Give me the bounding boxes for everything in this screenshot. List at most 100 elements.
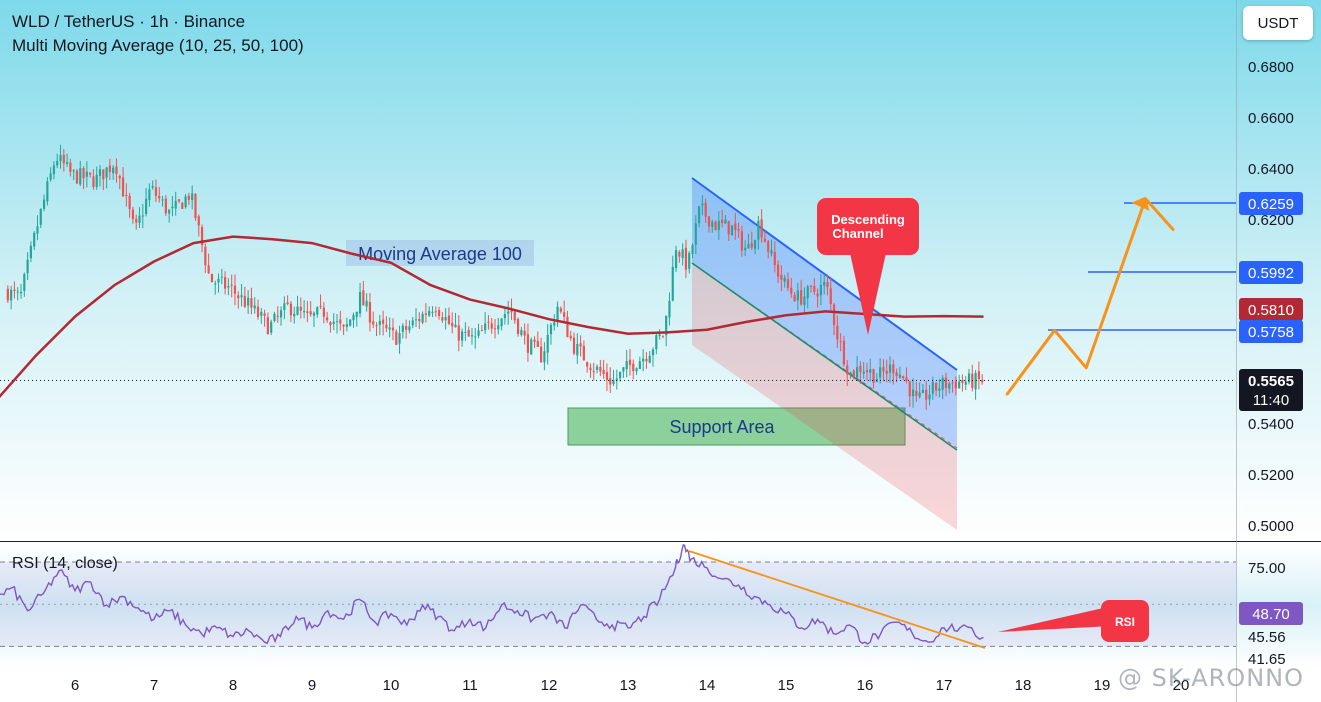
candle: [849, 371, 852, 379]
candle: [378, 314, 381, 336]
candle: [780, 265, 783, 292]
candle-body: [981, 379, 984, 383]
candle-body: [826, 282, 829, 288]
candle: [355, 311, 358, 327]
candle-body: [23, 273, 26, 291]
candle-body: [447, 315, 451, 324]
channel-callout-pointer: [850, 253, 886, 335]
candle: [217, 273, 220, 293]
candle-body: [283, 303, 286, 311]
candle: [721, 209, 724, 228]
price-badge-target-2-text: 0.5992: [1248, 265, 1294, 282]
candle: [204, 243, 207, 273]
candle-body: [335, 321, 339, 323]
candle-body: [958, 381, 961, 389]
candle: [865, 362, 869, 381]
candle-body: [378, 320, 381, 325]
candle-body: [925, 389, 928, 400]
price-badge-ma100: 0.5810: [1239, 298, 1303, 321]
candle-body: [316, 307, 319, 315]
candle: [256, 299, 260, 320]
candle-body: [39, 208, 42, 225]
candle-body: [148, 189, 151, 201]
candle: [645, 352, 648, 369]
candle: [665, 315, 668, 347]
candle-body: [26, 259, 29, 274]
candle-body: [59, 154, 62, 162]
candle: [49, 167, 52, 182]
candle: [727, 220, 730, 241]
candle: [52, 161, 56, 180]
candle: [115, 158, 118, 183]
candle-body: [42, 199, 46, 209]
candle-body: [707, 216, 711, 227]
candle-body: [632, 363, 635, 372]
candle: [345, 317, 348, 332]
candle: [958, 374, 961, 389]
candle: [836, 315, 839, 348]
candle-body: [582, 345, 585, 361]
candle: [151, 180, 154, 190]
candle-body: [747, 243, 750, 249]
candle-body: [790, 287, 793, 294]
candle: [898, 366, 901, 379]
candle: [154, 179, 158, 203]
candle-body: [358, 291, 362, 314]
candle: [108, 158, 111, 181]
candle: [464, 322, 467, 341]
candle: [237, 291, 240, 309]
candle-body: [391, 327, 395, 331]
candle: [339, 311, 342, 331]
candle: [293, 306, 296, 324]
candle: [207, 253, 210, 275]
price-badge-target-1-text: 0.6259: [1248, 196, 1294, 213]
candle-body: [477, 330, 480, 336]
candle-body: [309, 311, 312, 315]
candle: [605, 363, 609, 391]
time-axis-bg: [0, 668, 1321, 702]
channel-callout-line-1: Descending: [831, 212, 905, 227]
candle: [266, 312, 269, 335]
candle: [75, 168, 79, 185]
candle: [691, 243, 694, 259]
candle: [888, 356, 892, 383]
candle: [885, 359, 888, 383]
candle-body: [727, 221, 730, 235]
candle: [26, 252, 29, 281]
candle: [977, 361, 980, 390]
candle-body: [793, 294, 796, 302]
candle: [832, 302, 836, 336]
channel-midline: [691, 262, 958, 449]
candle: [326, 311, 329, 323]
candle-body: [437, 310, 441, 317]
time-axis: 6 7 8 9 10 11 12 13 14 15 16 17 18 19 20: [71, 677, 1190, 694]
candle-body: [29, 245, 32, 259]
currency-selector-button[interactable]: USDT: [1243, 6, 1313, 40]
candle-body: [569, 335, 572, 339]
candle: [717, 211, 720, 241]
candle: [790, 277, 793, 298]
candle: [161, 195, 164, 207]
candle-body: [461, 331, 464, 341]
candle: [974, 369, 977, 400]
candle-body: [62, 154, 65, 164]
candle-body: [270, 321, 273, 333]
candle: [29, 241, 32, 263]
price-badge-target-1: 0.6259: [1239, 192, 1303, 215]
candle-body: [220, 276, 223, 278]
candle: [648, 351, 651, 364]
candle: [602, 359, 605, 379]
candle: [72, 168, 75, 181]
candle-body: [16, 291, 19, 293]
candle-body: [563, 312, 566, 317]
price-tick-0.5000: 0.5000: [1248, 518, 1294, 535]
candle-body: [526, 334, 530, 353]
candle-body: [595, 366, 599, 370]
candle-body: [714, 221, 717, 231]
candle: [592, 362, 595, 381]
candle-body: [52, 165, 56, 175]
candle-body: [72, 170, 75, 172]
candle-body: [434, 311, 437, 313]
candle: [121, 167, 125, 197]
x-tick-12: 12: [541, 677, 558, 694]
